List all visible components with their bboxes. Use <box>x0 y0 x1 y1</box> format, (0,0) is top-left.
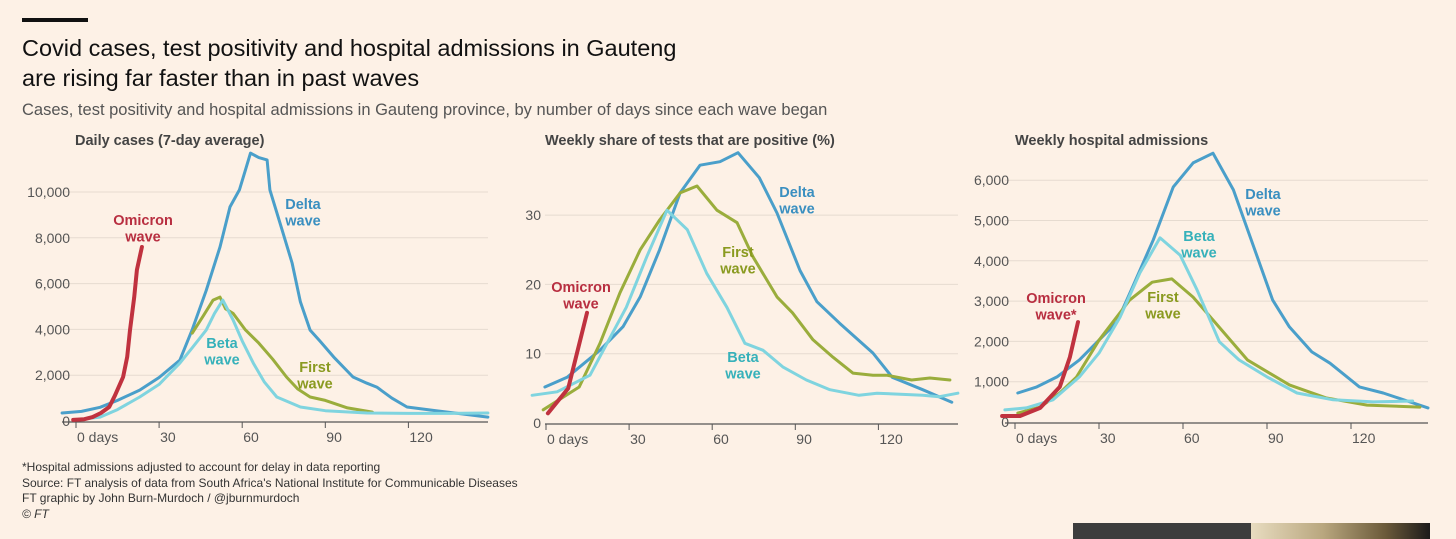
delta-wave-line <box>60 151 490 419</box>
video-thumbnail-bar[interactable] <box>1073 523 1251 539</box>
beta-wave-label: wave <box>1180 246 1216 262</box>
beta-wave-line <box>1003 236 1415 412</box>
omicron-wave-line <box>1000 320 1080 418</box>
cases-chart-title: Daily cases (7-day average) <box>75 133 265 149</box>
omicron-wave-label: wave* <box>1034 308 1076 324</box>
x-tick-label: 0 days <box>77 429 118 445</box>
delta-wave-label: Delta <box>1245 187 1281 203</box>
x-tick-label: 0 days <box>547 431 588 447</box>
y-tick-label: 3,000 <box>974 293 1009 309</box>
y-tick-label: 5,000 <box>974 213 1009 229</box>
x-tick-label: 60 <box>1184 430 1200 446</box>
chart-headline: Covid cases, test positivity and hospita… <box>22 33 676 93</box>
y-tick-label: 0 <box>533 415 541 431</box>
x-tick-label: 60 <box>243 429 259 445</box>
ft-accent-bar <box>22 18 88 22</box>
y-tick-label: 4,000 <box>974 253 1009 269</box>
positivity-chart-title: Weekly share of tests that are positive … <box>545 133 835 149</box>
footer-notes: *Hospital admissions adjusted to account… <box>22 460 518 522</box>
first-wave-label: wave <box>296 377 332 393</box>
y-tick-label: 1,000 <box>974 374 1009 390</box>
y-tick-label: 0 <box>1001 414 1009 430</box>
beta-wave-label: wave <box>203 353 239 369</box>
first-wave-label: wave <box>719 262 755 278</box>
x-tick-label: 60 <box>713 431 729 447</box>
y-tick-label: 0 <box>62 413 70 429</box>
omicron-wave-line <box>545 310 589 416</box>
y-tick-label: 8,000 <box>35 230 70 246</box>
headline-line-1: Covid cases, test positivity and hospita… <box>22 35 677 61</box>
beta-wave-label: wave <box>724 367 760 383</box>
beta-wave-line <box>530 208 960 399</box>
first-wave-label: First <box>1147 290 1179 306</box>
source-note: Source: FT analysis of data from South A… <box>22 475 518 490</box>
x-tick-label: 90 <box>1268 430 1284 446</box>
omicron-wave-label: Omicron <box>113 213 173 229</box>
y-tick-label: 10 <box>525 346 541 362</box>
y-tick-label: 10,000 <box>27 184 70 200</box>
beta-wave-line <box>88 298 490 420</box>
x-tick-label: 0 days <box>1016 430 1057 446</box>
y-tick-label: 4,000 <box>35 321 70 337</box>
footnote: *Hospital admissions adjusted to account… <box>22 460 381 474</box>
y-tick-label: 20 <box>525 276 541 292</box>
first-wave-label: First <box>722 245 754 261</box>
y-tick-label: 6,000 <box>974 172 1009 188</box>
y-tick-label: 2,000 <box>35 367 70 383</box>
omicron-wave-label: Omicron <box>1026 291 1086 307</box>
x-tick-label: 120 <box>1352 430 1376 446</box>
first-wave-label: First <box>299 360 331 376</box>
y-tick-label: 6,000 <box>35 276 70 292</box>
beta-wave-label: Beta <box>727 350 759 366</box>
x-tick-label: 30 <box>160 429 176 445</box>
delta-wave-label: wave <box>284 214 320 230</box>
beta-wave-label: Beta <box>206 336 238 352</box>
delta-wave-line <box>1016 151 1430 410</box>
first-wave-label: wave <box>1144 307 1180 323</box>
y-tick-label: 30 <box>525 207 541 223</box>
y-tick-label: 2,000 <box>974 333 1009 349</box>
delta-wave-label: wave <box>778 202 814 218</box>
omicron-wave-label: wave <box>562 297 598 313</box>
omicron-wave-label: Omicron <box>551 280 611 296</box>
beta-wave-label: Beta <box>1183 229 1215 245</box>
headline-line-2: are rising far faster than in past waves <box>22 65 420 91</box>
video-thumbnail-image[interactable] <box>1251 523 1430 539</box>
chart-subtitle: Cases, test positivity and hospital admi… <box>22 101 828 119</box>
omicron-wave-line <box>71 245 144 422</box>
delta-wave-label: Delta <box>779 185 815 201</box>
x-tick-label: 90 <box>796 431 812 447</box>
delta-wave-label: Delta <box>285 197 321 213</box>
admissions-chart-title: Weekly hospital admissions <box>1015 133 1209 149</box>
delta-wave-label: wave <box>1244 204 1280 220</box>
x-tick-label: 120 <box>409 429 433 445</box>
x-tick-label: 30 <box>1100 430 1116 446</box>
x-tick-label: 30 <box>630 431 646 447</box>
x-tick-label: 90 <box>326 429 342 445</box>
omicron-wave-label: wave <box>124 230 160 246</box>
delta-wave-line <box>543 151 954 404</box>
graphic-credit: FT graphic by John Burn-Murdoch / @jburn… <box>22 491 300 505</box>
copyright: © FT <box>22 506 49 521</box>
first-wave-line <box>190 295 374 414</box>
x-tick-label: 120 <box>879 431 903 447</box>
first-wave-line <box>541 184 952 412</box>
